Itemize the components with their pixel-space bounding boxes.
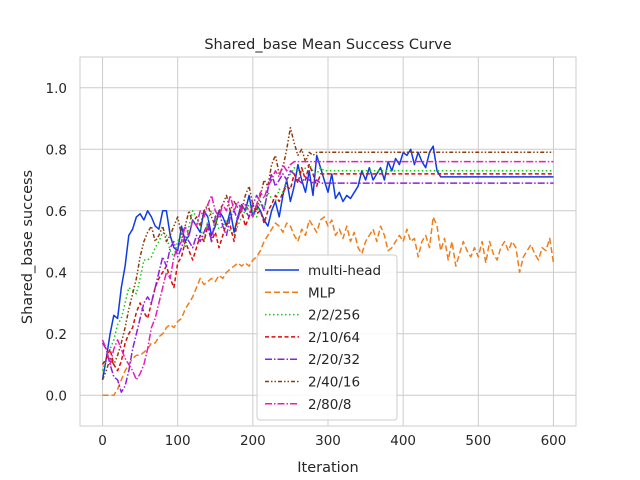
x-tick-label: 0: [98, 433, 107, 449]
y-tick-label: 0.2: [46, 327, 67, 343]
plot-frame: [79, 56, 577, 427]
y-tick-label: 0.6: [46, 204, 67, 220]
y-tick-label: 0.4: [46, 265, 67, 281]
chart-title: Shared_base Mean Success Curve: [204, 37, 451, 53]
legend-label-4: 2/20/32: [308, 352, 360, 368]
series-line-0: [101, 145, 554, 381]
legend-box: [256, 254, 398, 421]
series-line-3: [101, 163, 554, 372]
x-tick-label: 500: [465, 433, 491, 449]
series-line-1: [102, 216, 555, 397]
legend-label-6: 2/80/8: [308, 397, 351, 413]
legend-label-5: 2/40/16: [308, 375, 360, 391]
x-tick-label: 200: [240, 433, 266, 449]
x-tick-label: 400: [390, 433, 416, 449]
legend-label-3: 2/10/64: [308, 330, 360, 346]
series-line-5: [101, 126, 554, 381]
legend-entries: multi-head MLP 2/2/256 2/10/64 2/20/32 2/40/1…: [265, 263, 381, 413]
legend-label-2: 2/2/256: [308, 308, 360, 324]
x-tick-label: 100: [165, 433, 191, 449]
x-axis-label: Iteration: [297, 460, 359, 476]
x-tick-label: 600: [541, 433, 567, 449]
legend-label-1: MLP: [308, 285, 335, 301]
y-tick-label: 0.0: [46, 388, 67, 404]
tick-labels: 0 100 200 300 400 500 600 0.0 0.2 0.4 0.6 0.8 1.0: [46, 81, 567, 449]
series-lines: [101, 126, 555, 397]
y-axis-label: Shared_base success: [20, 170, 36, 324]
y-tick-label: 1.0: [46, 81, 67, 97]
legend-label-0: multi-head: [308, 263, 381, 279]
x-tick-label: 300: [315, 433, 341, 449]
series-line-4: [101, 170, 554, 393]
legend: multi-head MLP 2/2/256 2/10/64 2/20/32 2/40/1…: [256, 254, 398, 421]
series-line-6: [101, 160, 554, 381]
y-tick-label: 0.8: [46, 142, 67, 158]
series-line-2: [101, 163, 554, 371]
